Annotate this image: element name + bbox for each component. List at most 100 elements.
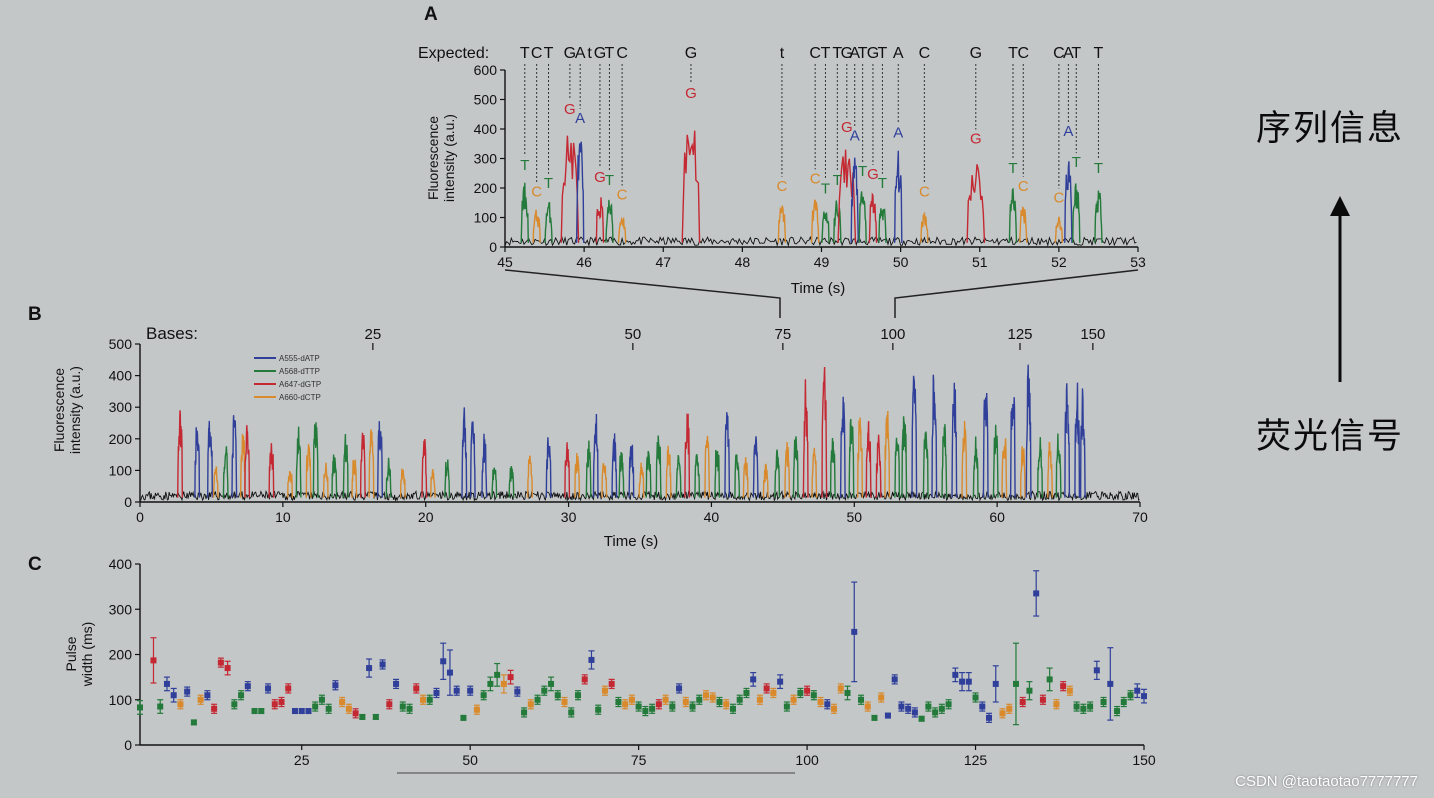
- x-tick-label: 45: [497, 254, 513, 270]
- y-tick-label: 200: [109, 647, 133, 663]
- peak-base-label: G: [970, 131, 982, 148]
- expected-base-G: G: [685, 45, 697, 62]
- peak-C: [961, 420, 968, 498]
- data-point-C: [1053, 701, 1060, 708]
- data-point-G: [507, 674, 514, 681]
- peak-T: [1072, 183, 1081, 243]
- peak-T: [331, 454, 338, 498]
- data-point-T: [783, 703, 790, 710]
- data-point-A: [911, 709, 918, 716]
- peak-base-label: A: [1063, 123, 1073, 140]
- data-point-A: [170, 692, 177, 699]
- peak-A: [545, 437, 552, 498]
- expected-base-G: G: [970, 45, 982, 62]
- data-point-T: [642, 708, 649, 715]
- peak-C: [1001, 438, 1008, 498]
- peak-T: [655, 435, 662, 498]
- data-point-C: [1066, 687, 1073, 694]
- data-point-T: [480, 692, 487, 699]
- expected-base-T: T: [878, 45, 888, 62]
- y-tick-label: 100: [109, 692, 133, 708]
- data-point-T: [521, 709, 528, 716]
- panel-label-c: C: [28, 554, 42, 575]
- bases-axis-label: Bases:: [146, 324, 198, 343]
- peak-base-label: C: [810, 170, 821, 187]
- data-point-T: [1114, 708, 1121, 715]
- data-point-C: [622, 701, 629, 708]
- peak-C: [617, 216, 627, 243]
- x-tick-label: 40: [704, 509, 720, 525]
- data-point-T: [157, 703, 164, 710]
- data-point-A: [750, 676, 757, 683]
- peak-T: [972, 436, 979, 498]
- peak-base-label: C: [777, 178, 788, 195]
- peak-base-label: G: [867, 166, 879, 183]
- peak-C: [1019, 446, 1026, 498]
- expected-base-T: T: [520, 45, 530, 62]
- bases-tick-label: 25: [365, 326, 382, 343]
- peak-G: [359, 432, 366, 498]
- data-point-C: [723, 701, 730, 708]
- y-tick-label: 100: [109, 462, 133, 478]
- y-tick-label: 0: [124, 494, 132, 510]
- y-tick-label: 400: [474, 121, 498, 137]
- data-point-T: [372, 713, 379, 720]
- peak-T: [821, 211, 830, 243]
- peak-T: [645, 450, 652, 498]
- panel-b-x-axis-title: Time (s): [604, 533, 658, 550]
- data-point-A: [379, 661, 386, 668]
- peak-A: [469, 421, 476, 498]
- peak-G: [865, 421, 872, 498]
- panel-b-chart: 0 10 20 30 40 50 60 70 0 100 200 300 400 500 Fluoresce…: [51, 326, 1148, 525]
- data-point-A: [514, 688, 521, 695]
- peak-T: [385, 457, 392, 498]
- peak-A: [481, 433, 488, 498]
- data-point-A: [898, 703, 905, 710]
- panel-a-x-axis-title: Time (s): [791, 280, 845, 297]
- peak-T: [312, 422, 319, 498]
- peak-T: [1055, 433, 1062, 498]
- data-point-T: [945, 701, 952, 708]
- data-point-A: [588, 656, 595, 663]
- expected-base-A: A: [575, 45, 586, 62]
- data-point-T: [729, 705, 736, 712]
- data-point-A: [824, 701, 831, 708]
- y-tick-label: 300: [109, 601, 133, 617]
- peak-G: [875, 434, 882, 498]
- y-tick-label: 400: [109, 368, 133, 384]
- data-point-T: [857, 696, 864, 703]
- peak-G: [595, 197, 605, 243]
- x-tick-label: 25: [294, 752, 310, 768]
- data-point-A: [305, 708, 312, 715]
- y-tick-label: 200: [109, 431, 133, 447]
- peak-T: [734, 454, 741, 498]
- peak-A: [231, 415, 238, 498]
- peak-A: [1064, 383, 1071, 498]
- peak-T: [894, 437, 901, 498]
- data-point-C: [831, 705, 838, 712]
- data-point-T: [426, 696, 433, 703]
- peak-base-label: T: [520, 157, 529, 174]
- data-point-T: [494, 671, 501, 678]
- data-point-A: [1134, 687, 1141, 694]
- y-tick-label: 300: [474, 151, 498, 167]
- data-point-A: [298, 708, 305, 715]
- bases-tick-label: 100: [880, 326, 905, 343]
- peak-T: [774, 449, 781, 498]
- peak-T: [1094, 190, 1103, 243]
- peak-A: [931, 374, 938, 498]
- peak-T: [1037, 437, 1043, 498]
- peak-G: [684, 412, 691, 498]
- data-point-A: [393, 680, 400, 687]
- peak-G: [560, 135, 580, 243]
- bases-tick-label: 150: [1080, 326, 1105, 343]
- peak-T: [694, 453, 701, 498]
- peak-C: [212, 466, 219, 498]
- y-tick-label: 0: [489, 239, 497, 255]
- data-point-G: [211, 705, 218, 712]
- data-point-C: [561, 699, 568, 706]
- expected-base-T: T: [858, 45, 868, 62]
- data-point-T: [548, 680, 555, 687]
- expected-base-T: T: [605, 45, 615, 62]
- bases-tick-label: 50: [625, 326, 642, 343]
